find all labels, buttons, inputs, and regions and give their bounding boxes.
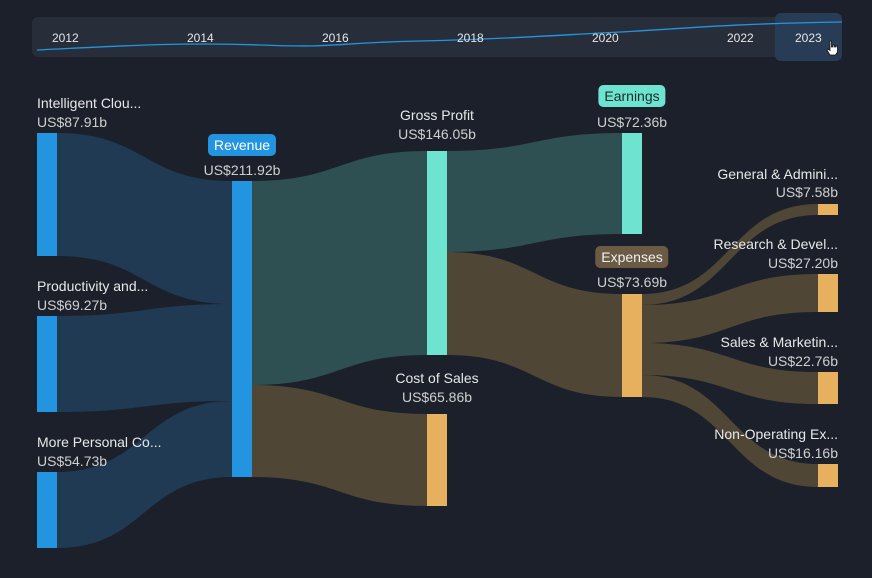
link-gross-profit-earnings xyxy=(447,133,622,252)
badge-expenses: Expenses xyxy=(595,246,669,268)
link-productivity-revenue xyxy=(57,304,232,412)
value-research-dev: US$27.20b xyxy=(767,255,838,271)
label-non-operating: Non-Operating Ex... xyxy=(714,426,838,442)
year-2016[interactable]: 2016 xyxy=(322,31,349,45)
hand-cursor-icon xyxy=(826,40,838,56)
value-revenue: US$211.92b xyxy=(203,162,281,178)
timeline-bar[interactable] xyxy=(32,17,842,57)
link-expenses-general-admin xyxy=(642,204,818,305)
link-revenue-cost-of-sales xyxy=(252,385,427,506)
label-gross-profit: Gross Profit xyxy=(400,107,474,123)
link-revenue-gross-profit xyxy=(252,151,427,385)
badge-revenue: Revenue xyxy=(207,134,277,156)
link-expenses-sales-marketing xyxy=(642,343,818,404)
label-productivity: Productivity and... xyxy=(37,278,149,294)
node-cost-of-sales xyxy=(427,414,447,506)
node-sales-marketing xyxy=(818,372,838,404)
label-more-personal: More Personal Co... xyxy=(37,434,162,450)
value-gross-profit: US$146.05b xyxy=(398,126,476,142)
label-sales-marketing: Sales & Marketin... xyxy=(720,334,839,350)
value-more-personal: US$54.73b xyxy=(37,453,108,469)
label-general-admin: General & Admini... xyxy=(717,166,838,182)
year-2018[interactable]: 2018 xyxy=(457,31,484,45)
node-earnings xyxy=(622,133,642,234)
value-expenses: US$73.69b xyxy=(596,274,668,290)
node-non-operating xyxy=(818,464,838,487)
node-intelligent-cloud xyxy=(37,133,57,256)
value-intelligent-cloud: US$87.91b xyxy=(37,114,108,130)
value-earnings: US$72.36b xyxy=(596,114,668,130)
year-2023[interactable]: 2023 xyxy=(795,31,822,45)
node-revenue xyxy=(232,181,252,477)
node-general-admin xyxy=(818,204,838,215)
year-2022[interactable]: 2022 xyxy=(727,31,754,45)
link-intelligent-cloud-revenue xyxy=(57,133,232,304)
value-productivity: US$69.27b xyxy=(37,297,108,313)
link-more-personal-revenue xyxy=(57,401,232,548)
value-cost-of-sales: US$65.86b xyxy=(401,389,473,405)
year-2020[interactable]: 2020 xyxy=(592,31,619,45)
node-productivity xyxy=(37,316,57,412)
node-gross-profit xyxy=(427,151,447,355)
label-cost-of-sales: Cost of Sales xyxy=(395,370,479,386)
link-expenses-research-dev xyxy=(642,274,818,343)
value-general-admin: US$7.58b xyxy=(775,184,838,200)
link-expenses-non-operating xyxy=(642,375,818,487)
year-2012[interactable]: 2012 xyxy=(52,31,79,45)
node-research-dev xyxy=(818,274,838,312)
value-non-operating: US$16.16b xyxy=(767,445,838,461)
node-expenses xyxy=(622,294,642,397)
label-research-dev: Research & Devel... xyxy=(713,236,839,252)
node-more-personal xyxy=(37,472,57,548)
timeline-trend-line xyxy=(36,21,843,51)
year-2014[interactable]: 2014 xyxy=(187,31,214,45)
label-intelligent-cloud: Intelligent Clou... xyxy=(37,95,142,111)
link-gross-profit-expenses xyxy=(447,252,622,397)
badge-earnings: Earnings xyxy=(598,85,666,107)
value-sales-marketing: US$22.76b xyxy=(767,353,838,369)
